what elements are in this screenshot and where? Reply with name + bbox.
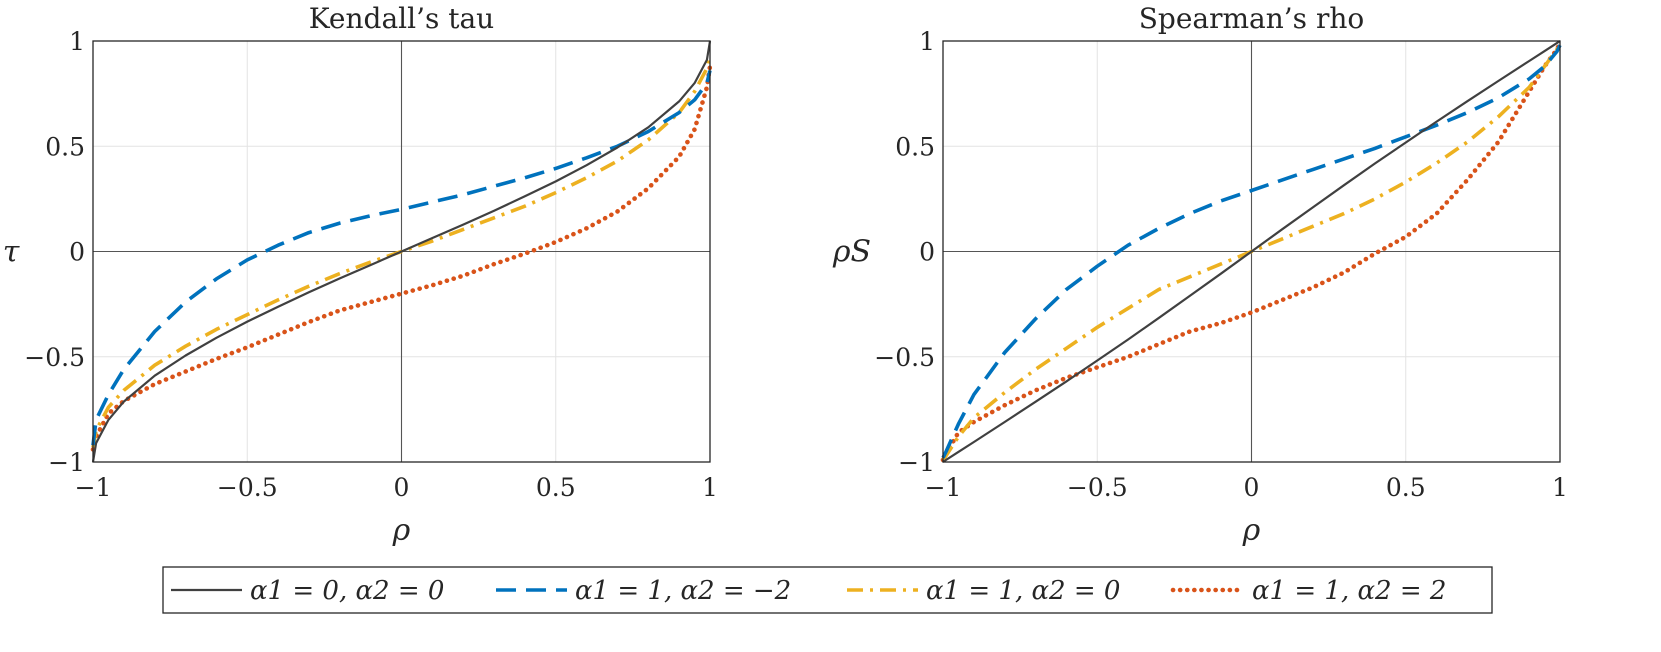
legend-label: α1 = 1, α2 = 2 (1252, 576, 1446, 606)
x-tick-label: 0 (394, 473, 410, 502)
x-tick-label: −1 (75, 473, 112, 502)
y-axis-label: ρS (832, 235, 871, 270)
y-tick-label: −1 (48, 448, 85, 477)
y-tick-label: 0 (919, 238, 935, 267)
series-line (942, 40, 1561, 463)
series-group (940, 40, 1563, 463)
x-tick-labels: −1 −0.5 0 0.5 1 (925, 473, 1568, 502)
y-tick-label: −0.5 (874, 343, 935, 372)
y-tick-label: −0.5 (24, 343, 85, 372)
y-tick-label: −1 (898, 448, 935, 477)
series-line (90, 64, 713, 452)
y-tick-label: 1 (919, 27, 935, 56)
x-tick-label: −0.5 (1067, 473, 1128, 502)
y-tick-label: 0.5 (895, 132, 935, 161)
x-tick-label: 0.5 (1386, 473, 1426, 502)
x-tick-label: 1 (1552, 473, 1568, 502)
x-tick-labels: −1 −0.5 0 0.5 1 (75, 473, 718, 502)
x-axis-label: ρ (1242, 513, 1261, 548)
legend-entry: α1 = 1, α2 = −2 (496, 576, 791, 606)
legend-entry: α1 = 1, α2 = 2 (1170, 576, 1446, 606)
x-tick-label: 1 (702, 473, 718, 502)
legend-box (162, 566, 1493, 614)
y-axis-label: τ (3, 235, 20, 270)
chart-title: Spearman’s rho (1139, 2, 1364, 35)
y-tick-label: 1 (69, 27, 85, 56)
legend: α1 = 0, α2 = 0 α1 = 1, α2 = −2 α1 = 1, α… (162, 566, 1493, 614)
x-tick-label: 0 (1244, 473, 1260, 502)
x-tick-label: −1 (925, 473, 962, 502)
y-tick-label: 0 (69, 238, 85, 267)
series-line (91, 70, 712, 446)
legend-label: α1 = 1, α2 = −2 (575, 576, 791, 606)
series-line (941, 44, 1562, 459)
y-tick-labels: −1 −0.5 0 0.5 1 (24, 27, 85, 477)
kendall-tau-panel: Kendall’s tau −1 −0.5 0 0.5 1 −1−0.500.51 ρ … (3, 2, 718, 548)
y-tick-labels: −1 −0.5 0 0.5 1 (874, 27, 935, 477)
legend-entry: α1 = 1, α2 = 0 (847, 576, 1120, 606)
series-line (91, 40, 712, 463)
x-tick-label: −0.5 (217, 473, 278, 502)
series-group (90, 40, 713, 463)
y-tick-label: 0.5 (45, 132, 85, 161)
x-axis-label: ρ (392, 513, 411, 548)
legend-label: α1 = 0, α2 = 0 (250, 576, 444, 606)
chart-title: Kendall’s tau (309, 2, 494, 35)
plot-frame (942, 40, 1561, 463)
spearman-rho-panel: Spearman’s rho −1 −0.5 0 0.5 1 −1 −0.5 0 0.5 1 ρ… (832, 2, 1568, 548)
legend-label: α1 = 1, α2 = 0 (926, 576, 1120, 606)
legend-entry: α1 = 0, α2 = 0 (171, 576, 444, 606)
plot-frame (92, 40, 711, 463)
x-tick-label: 0.5 (536, 473, 576, 502)
series-line (940, 40, 1563, 463)
